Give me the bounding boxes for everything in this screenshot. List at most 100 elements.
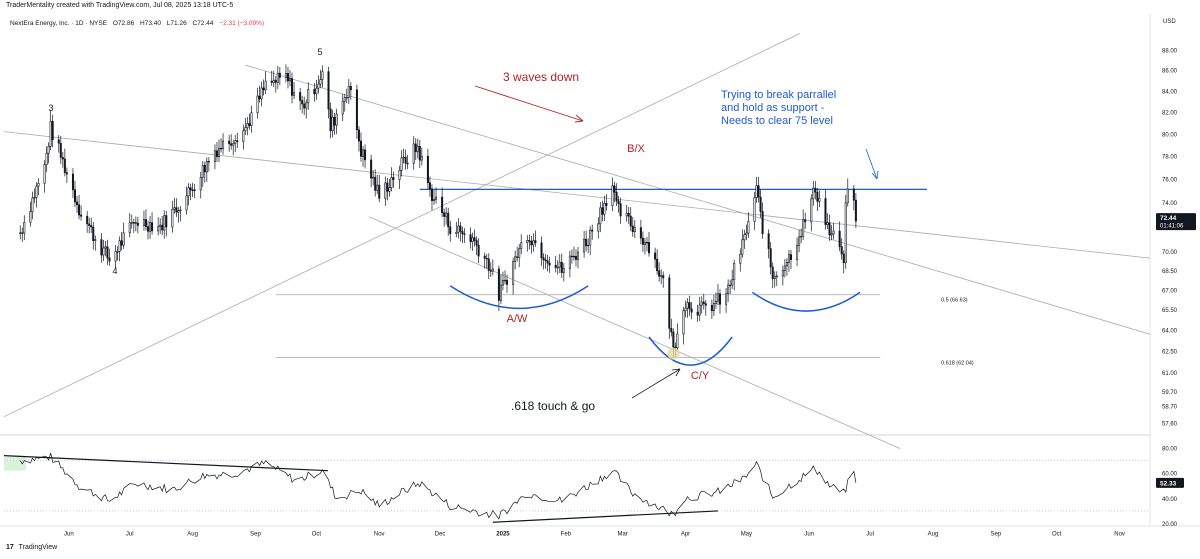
candle (469, 234, 472, 243)
candle (645, 241, 648, 244)
candle (159, 224, 162, 227)
note-arrow (865, 148, 878, 180)
candle (400, 157, 403, 171)
upper-channel-line (3, 131, 1151, 259)
candle (355, 89, 358, 131)
candle (57, 139, 60, 144)
candle (674, 346, 677, 349)
candle (21, 232, 24, 234)
y-tick-label: 62.50 (1162, 349, 1178, 355)
change-value: −2.31 (−3.09%) (219, 20, 265, 27)
candle (759, 196, 762, 212)
touch-go-label: .618 touch & go (511, 399, 595, 413)
candle (136, 222, 139, 226)
candle (601, 207, 604, 215)
candle (274, 79, 277, 83)
rsi-tick-label: 40.00 (1162, 497, 1178, 503)
symbol-info: NextEra Energy, Inc. · 1D · NYSE O72.86 … (10, 20, 268, 27)
y-tick-label: 86.00 (1162, 69, 1178, 75)
candle (743, 234, 746, 241)
candle (814, 187, 817, 193)
candle (92, 226, 95, 242)
candle (414, 143, 417, 153)
candle (260, 87, 263, 100)
candle (177, 210, 180, 213)
candle (611, 185, 614, 206)
chart-area[interactable]: 88.00 86.00 84.00 82.00 80.00 78.00 76.00 74.00… (0, 14, 1200, 559)
note-line-2: and hold as support - (721, 102, 825, 114)
candle (682, 310, 685, 335)
candle (544, 259, 547, 261)
candle (540, 242, 543, 259)
rsi-tick-label: 20.00 (1162, 522, 1178, 528)
candle (418, 145, 421, 161)
rsi-overbought-band (4, 456, 26, 471)
candle (688, 302, 691, 310)
descending-channel-line (245, 64, 1151, 335)
candle (284, 73, 287, 78)
rsi-tick-label: 60.00 (1162, 472, 1178, 478)
candle (477, 244, 480, 257)
candle (844, 202, 847, 264)
candle (526, 240, 529, 244)
candle (757, 185, 760, 198)
candle (698, 304, 701, 316)
candle (327, 71, 330, 110)
x-tick-label: Feb (561, 532, 572, 538)
lower-channel-line (368, 216, 901, 449)
rsi-value-label: 52.33 (1160, 480, 1177, 487)
candle (532, 240, 535, 246)
candle (830, 233, 833, 236)
candle (619, 203, 622, 217)
candle (313, 88, 316, 95)
candle (603, 202, 606, 215)
candle (248, 123, 251, 126)
candle (824, 198, 827, 225)
candle (144, 219, 147, 227)
candle (94, 239, 97, 242)
candle (733, 262, 736, 281)
candle (489, 270, 492, 272)
rsi-bullish-divergence-line (492, 510, 718, 523)
candle (175, 207, 178, 213)
candle (530, 240, 533, 246)
y-tick-label: 88.00 (1162, 48, 1178, 54)
x-tick-label: Aug (928, 532, 939, 538)
candle (217, 147, 221, 158)
candle (404, 156, 407, 164)
candle (78, 204, 81, 216)
currency-label[interactable]: USD (1163, 19, 1176, 25)
candle (430, 188, 433, 201)
candle (90, 225, 93, 228)
candle (512, 261, 515, 285)
candle (347, 86, 350, 98)
candle (491, 268, 494, 272)
cy-label: C/Y (691, 370, 710, 382)
candle (329, 108, 332, 132)
price-axis[interactable] (1150, 14, 1200, 559)
candle (497, 268, 500, 301)
candle (771, 266, 774, 279)
candle (662, 275, 665, 279)
candle (122, 232, 125, 246)
candle (846, 188, 849, 204)
candle (29, 211, 32, 223)
candle (731, 279, 734, 286)
candle (560, 261, 563, 273)
candle (617, 200, 620, 205)
candle (189, 187, 192, 191)
candle (384, 182, 387, 199)
touch-arrow (631, 368, 681, 399)
y-tick-label: 64.00 (1162, 329, 1178, 335)
candle (288, 78, 292, 82)
candle (73, 189, 77, 203)
candle (61, 157, 64, 160)
candle (426, 155, 429, 184)
current-price-tag[interactable] (1156, 213, 1196, 231)
price-chart[interactable]: 88.00 86.00 84.00 82.00 80.00 78.00 76.00 74.00… (0, 14, 1200, 559)
candle (45, 152, 48, 165)
fib-05-label: 0.5 (66.63) (941, 298, 968, 304)
rsi-value-tag[interactable] (1156, 477, 1184, 488)
rsi-tick-label: 80.00 (1162, 447, 1178, 453)
candle (605, 202, 608, 206)
